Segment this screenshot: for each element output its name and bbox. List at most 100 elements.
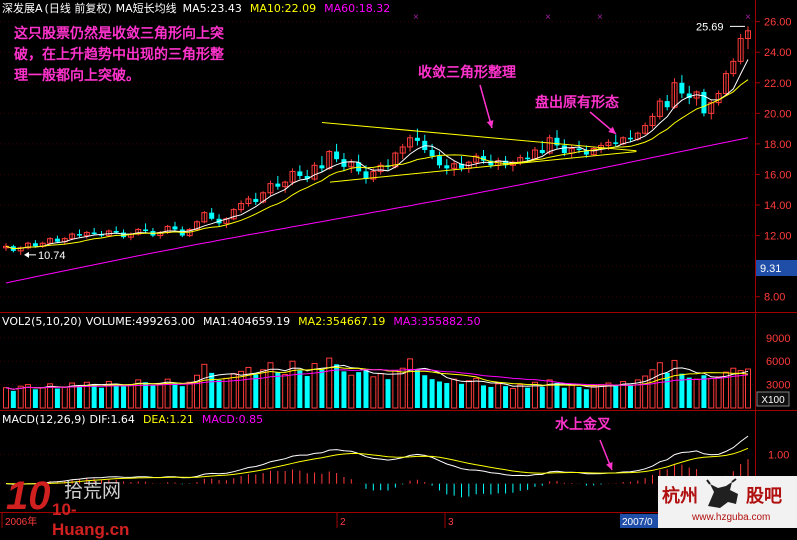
triangle-arrow-head <box>486 120 494 128</box>
macd-indicator-name: MACD(12,26,9) <box>2 413 86 426</box>
price-tick-label: 18.00 <box>764 139 792 151</box>
triangle-arrow <box>479 84 493 129</box>
candle-body-down <box>363 171 369 180</box>
volume-bar-up <box>715 376 722 409</box>
triangle-lower-line <box>329 151 637 183</box>
volume-bar-down <box>539 386 545 408</box>
ma5-line <box>5 59 749 250</box>
candle-body-up <box>69 233 76 240</box>
volume-bar-up <box>69 382 76 409</box>
volume-bar-up <box>164 378 171 409</box>
volume-unit-label: X100 <box>761 395 785 406</box>
candle-body-up <box>737 37 744 62</box>
candle-body-down <box>613 142 619 144</box>
volume-bar-down <box>150 385 156 408</box>
price-tick-label: 16.00 <box>764 169 792 181</box>
volume-bar-up <box>25 384 32 409</box>
candle-body-up <box>546 137 553 154</box>
volume-bar-down <box>253 374 259 408</box>
volume-bar-up <box>634 379 641 409</box>
vol-ma2-value: MA2:354667.19 <box>298 315 386 328</box>
volume-bar-up <box>289 360 296 409</box>
stock-name: 深发展A <box>2 2 43 15</box>
volume-bar-up <box>61 386 68 409</box>
candle-body-down <box>627 137 633 140</box>
volume-bar-up <box>135 379 142 409</box>
candle-body-up <box>451 163 458 169</box>
volume-bar-up <box>260 369 267 409</box>
volume-tick-label: 3000 <box>766 380 790 392</box>
volume-bar-up <box>223 377 230 409</box>
volume-bar-up <box>473 377 480 409</box>
volume-bar-up <box>649 369 656 409</box>
volume-bar-down <box>341 371 347 408</box>
volume-bar-up <box>3 387 9 409</box>
candle-body-up <box>47 238 54 244</box>
triangle-upper-line <box>321 122 637 152</box>
volume-bar-up <box>708 377 715 409</box>
candle-body-down <box>91 232 97 235</box>
volume-bar-up <box>598 384 605 409</box>
volume-bar-down <box>172 383 178 408</box>
macd-cross-arrow-head <box>606 462 613 470</box>
candle-body-up <box>473 155 480 163</box>
volume-bar-down <box>561 387 567 408</box>
candle-body-up <box>282 181 289 188</box>
volume-bar-down <box>444 383 450 408</box>
candle-body-up <box>656 100 663 117</box>
volume-bar-up <box>642 375 649 409</box>
candle-body-down <box>304 175 310 180</box>
volume-bar-up <box>495 383 502 409</box>
volume-bar-down <box>503 386 509 408</box>
candle-body-down <box>429 150 435 157</box>
stock-chart-canvas[interactable]: 26.00 24.00 22.00 20.00 18.00 16.00 14.00 12.00… <box>0 0 797 528</box>
ma60-line <box>5 137 749 284</box>
top-marker-icon: × <box>597 12 603 23</box>
vol-ma3-value: MA3:355882.50 <box>393 315 481 328</box>
volume-bar-down <box>99 387 105 408</box>
volume-bar-up <box>737 370 744 409</box>
volume-bar-up <box>39 387 46 409</box>
low-price-arrowhead <box>24 251 29 258</box>
volume-bar-down <box>297 370 303 408</box>
high-price-label: 25.69 <box>696 21 724 33</box>
volume-bar-down <box>414 369 420 408</box>
volume-bar-up <box>451 378 458 409</box>
volume-bar-down <box>701 375 707 408</box>
volume-bar-down <box>422 375 428 408</box>
volume-bar-up <box>399 367 406 409</box>
candle-body-down <box>664 101 670 108</box>
volume-bar-down <box>488 386 494 408</box>
volume-bar-up <box>370 376 377 409</box>
price-tick-label: 14.00 <box>764 200 792 212</box>
volume-bar-down <box>91 384 97 408</box>
candle-body-down <box>679 82 685 94</box>
candle-body-up <box>25 242 32 249</box>
price-tick-label: 24.00 <box>764 47 792 59</box>
vol-ma1-value: MA1:404659.19 <box>202 315 291 328</box>
right-watermark: 杭州 股吧 www.hzguba.com <box>658 476 797 528</box>
volume-bar-up <box>47 383 54 409</box>
volume-bar-up <box>194 374 201 409</box>
dea-line <box>5 447 749 485</box>
volume-bar-down <box>121 386 127 408</box>
volume-bar-up <box>311 363 318 409</box>
volume-bar-down <box>458 383 464 408</box>
ma10-line <box>5 79 749 250</box>
volume-bar-down <box>554 383 560 408</box>
top-marker-icon: × <box>545 12 551 23</box>
candle-body-up <box>289 170 296 183</box>
candle-body-down <box>334 151 340 160</box>
time-cursor-label: 2007/0 <box>622 517 653 528</box>
main-commentary: 这只股票仍然是收敛三角形向上突破，在上升趋势中出现的三角形整理一般都向上突破。 <box>14 26 224 84</box>
price-tick-label: 22.00 <box>764 78 792 90</box>
candle-body-down <box>113 231 119 233</box>
volume-bar-down <box>304 376 310 408</box>
volume-bar-down <box>54 388 60 408</box>
time-tick-label: 2006年 <box>5 515 37 528</box>
candle-body-up <box>245 198 252 204</box>
candle-body-up <box>230 209 237 220</box>
left-watermark: 10 拾荒网 10-Huang.cn <box>2 474 132 539</box>
volume-tick-label: 6000 <box>766 356 790 368</box>
current-price-tag <box>756 260 797 276</box>
